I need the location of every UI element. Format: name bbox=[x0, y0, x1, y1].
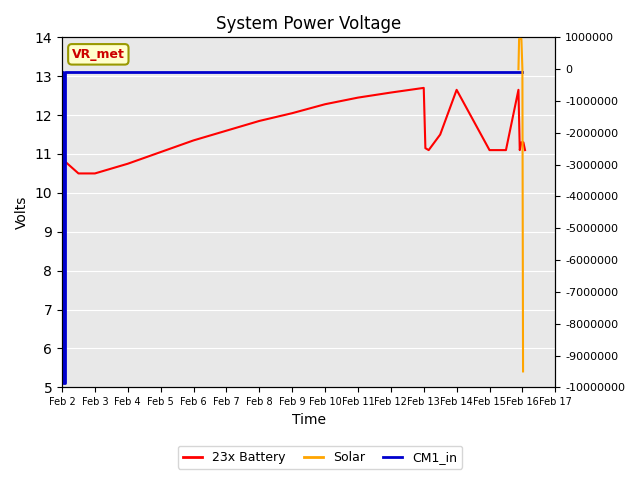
X-axis label: Time: Time bbox=[292, 413, 326, 427]
Title: System Power Voltage: System Power Voltage bbox=[216, 15, 401, 33]
Legend: 23x Battery, Solar, CM1_in: 23x Battery, Solar, CM1_in bbox=[178, 446, 462, 469]
Text: VR_met: VR_met bbox=[72, 48, 125, 61]
Y-axis label: Volts: Volts bbox=[15, 196, 29, 229]
